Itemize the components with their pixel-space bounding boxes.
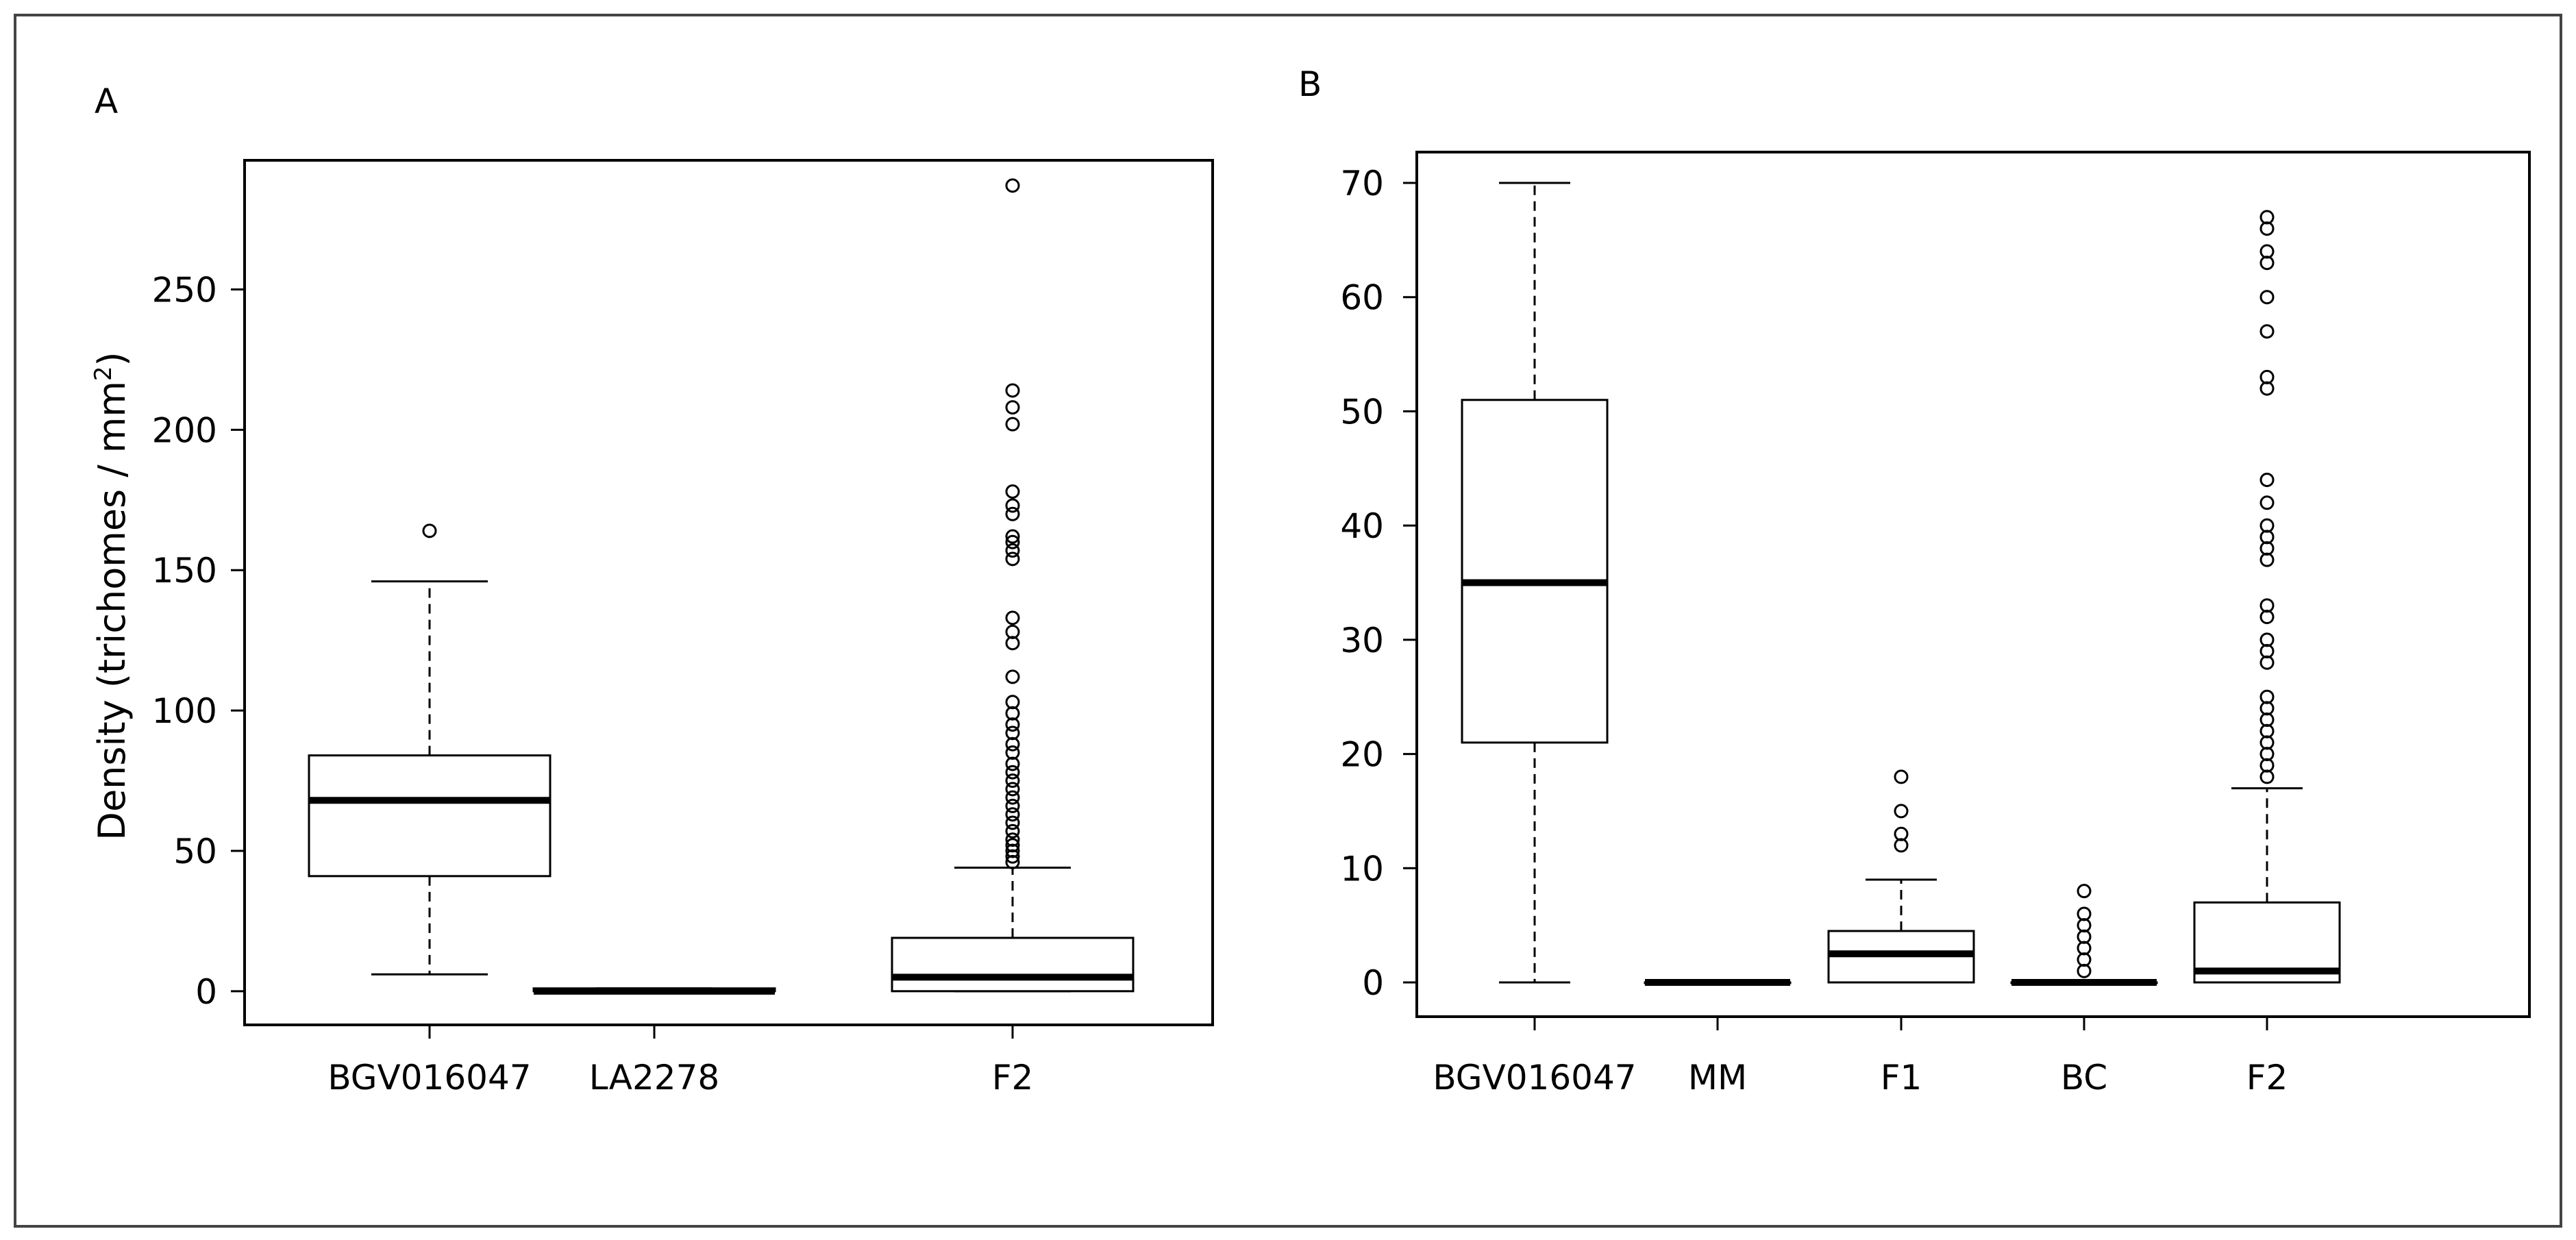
panel-a-outlier-f2: [1005, 498, 1020, 513]
panel-a-outlier-f2: [1005, 773, 1020, 789]
panel-a-plot-area: [243, 159, 1214, 1026]
panel-a-outlier-f2: [1005, 726, 1020, 741]
panel-a-outlier-f2: [1005, 669, 1020, 684]
panel-b-y-tick-label: 30: [1340, 621, 1384, 660]
panel-b-label: B: [1298, 64, 1322, 104]
panel-a-x-tick-label-bgv016047: BGV016047: [327, 1058, 531, 1098]
panel-a-outlier-f2: [1005, 849, 1020, 864]
panel-a-outlier-f2: [1005, 534, 1020, 549]
panel-b-x-tick-label-f2: F2: [2246, 1058, 2288, 1098]
panel-a-y-tick-label: 100: [152, 691, 217, 731]
panel-b-outlier-f2: [2259, 472, 2275, 487]
panel-b-y-tick-label: 10: [1340, 849, 1384, 889]
panel-a-outlier-f2: [1005, 383, 1020, 398]
panel-a-outlier-f2: [1005, 765, 1020, 780]
panel-a-outlier-f2: [1005, 832, 1020, 847]
panel-a-outlier-f2: [1005, 736, 1020, 752]
panel-b-plot-area: [1415, 151, 2531, 1018]
panel-a-outlier-f2: [1005, 417, 1020, 432]
panel-a-outlier-f2: [1005, 782, 1020, 797]
panel-a-outlier-f2: [1005, 610, 1020, 625]
panel-b-x-tick-label-bgv016047: BGV016047: [1433, 1058, 1636, 1098]
panel-a-x-tick-label-f2: F2: [992, 1058, 1034, 1098]
panel-b-outlier-f2: [2259, 290, 2275, 305]
panel-b-y-tick-label: 20: [1340, 735, 1384, 775]
panel-b-outlier-f2: [2259, 689, 2275, 704]
panel-a-outlier-bgv016047: [422, 523, 437, 538]
panel-b-x-tick-label-mm: MM: [1688, 1058, 1747, 1098]
panel-a-outlier-f2: [1005, 854, 1020, 869]
panel-a-outlier-f2: [1005, 551, 1020, 567]
panel-b-y-tick-label: 70: [1340, 164, 1384, 203]
panel-a-outlier-f2: [1005, 790, 1020, 805]
panel-a-outlier-f2: [1005, 717, 1020, 732]
panel-b-outlier-f2: [2259, 210, 2275, 225]
panel-b-outlier-f2: [2259, 244, 2275, 259]
panel-b-box-bgv016047: [1461, 399, 1609, 744]
panel-b-outlier-f2: [2259, 632, 2275, 647]
panel-a-outlier-f2: [1005, 798, 1020, 813]
panel-a-outlier-f2: [1005, 624, 1020, 639]
panel-b-outlier-f2: [2259, 495, 2275, 510]
panel-b-y-tick-label: 40: [1340, 506, 1384, 546]
panel-a-outlier-f2: [1005, 484, 1020, 499]
panel-b-y-tick-label: 0: [1362, 963, 1384, 1003]
panel-a-outlier-f2: [1005, 706, 1020, 721]
panel-a-y-axis-label: Density (trichomes / mm2): [90, 351, 134, 840]
panel-a-y-tick-label: 50: [173, 832, 217, 871]
panel-b-outlier-f2: [2259, 518, 2275, 533]
panel-a-y-tick-label: 150: [152, 551, 217, 591]
panel-a-x-tick-label-la2278: LA2278: [589, 1058, 719, 1098]
panel-b-x-tick-label-f1: F1: [1881, 1058, 1922, 1098]
panel-a-outlier-f2: [1005, 823, 1020, 839]
panel-b-outlier-bc: [2077, 906, 2092, 921]
panel-a-y-tick-label: 250: [152, 270, 217, 310]
panel-a-y-axis-label-close: ): [90, 351, 134, 366]
panel-a-y-tick-label: 0: [195, 972, 217, 1012]
panel-b-outlier-f1: [1894, 769, 1909, 784]
panel-a-outlier-f2: [1005, 178, 1020, 193]
panel-b-x-tick-label-bc: BC: [2061, 1058, 2107, 1098]
panel-a-outlier-f2: [1005, 529, 1020, 544]
panel-a-outlier-f2: [1005, 506, 1020, 521]
panel-b-outlier-f2: [2259, 598, 2275, 613]
panel-a-outlier-f2: [1005, 756, 1020, 771]
panel-a-outlier-f2: [1005, 815, 1020, 830]
panel-a-y-axis-label-superscript: 2: [90, 366, 117, 381]
panel-a-box-bgv016047: [308, 754, 552, 878]
panel-b: B 0 10 20 30 40 50 60 70 BGV016047 MM F1 BC F2: [1298, 64, 2531, 1098]
panel-a-outlier-f2: [1005, 695, 1020, 710]
panel-b-outlier-f1: [1894, 804, 1909, 819]
panel-a-y-tick-label: 200: [152, 410, 217, 450]
panel-a-outlier-f2: [1005, 543, 1020, 558]
panel-b-outlier-bc: [2077, 884, 2092, 899]
panel-a-outlier-f2: [1005, 400, 1020, 415]
panel-a-box-f2: [891, 937, 1135, 993]
panel-a-outlier-f2: [1005, 636, 1020, 651]
panel-a-label: A: [95, 82, 118, 121]
panel-a-outlier-f2: [1005, 807, 1020, 822]
panel-a-outlier-f2: [1005, 843, 1020, 858]
panel-a-marks: 0 50 100 150 200 250 BGV016047 LA2278 F2: [152, 178, 1135, 1098]
panel-a: A Density (trichomes / mm2) 0 50 100 150 200…: [90, 82, 1214, 1098]
panel-b-y-tick-label: 60: [1340, 278, 1384, 318]
panel-a-outlier-f2: [1005, 838, 1020, 853]
panel-b-outlier-f1: [1894, 826, 1909, 841]
figure-border: [14, 14, 2562, 1228]
panel-b-marks: 0 10 20 30 40 50 60 70 BGV016047 MM F1 BC F2: [1340, 164, 2341, 1098]
panel-a-outlier-f2: [1005, 745, 1020, 760]
panel-b-outlier-f2: [2259, 369, 2275, 384]
panel-b-y-tick-label: 50: [1340, 392, 1384, 432]
panel-b-outlier-f2: [2259, 324, 2275, 339]
